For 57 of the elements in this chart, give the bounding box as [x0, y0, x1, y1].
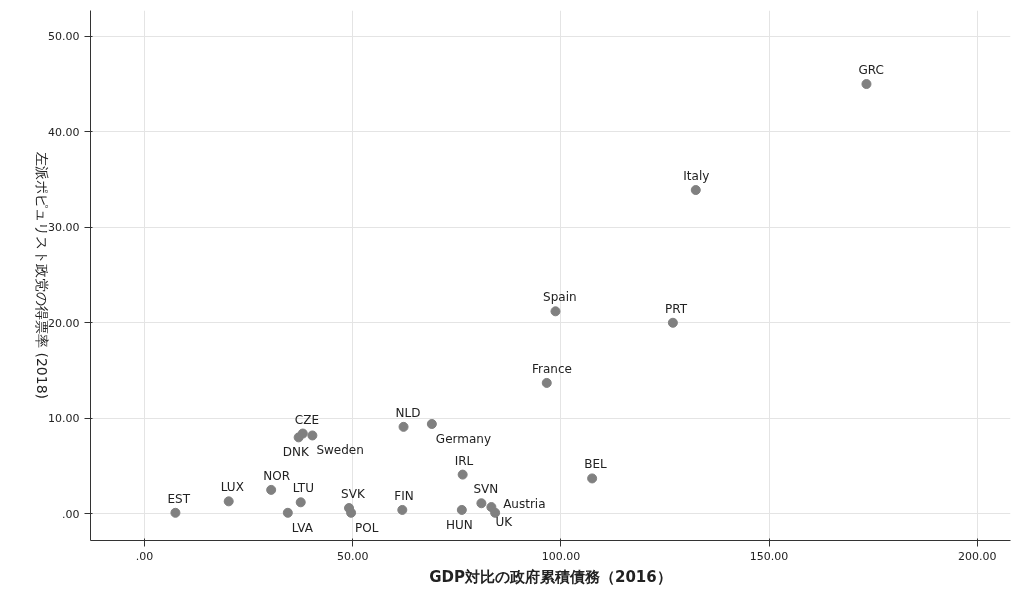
- y-tick-label: 20.00: [48, 316, 80, 330]
- series-label: LTU: [292, 481, 314, 496]
- point: [457, 469, 468, 480]
- y-tick-label: 50.00: [48, 30, 80, 44]
- x-tick-label: 200.00: [957, 549, 997, 563]
- y-tick-label: 40.00: [48, 125, 80, 139]
- point: [541, 377, 552, 388]
- point: [398, 421, 409, 432]
- series-label: Spain: [543, 290, 577, 305]
- series-label: SVK: [341, 487, 366, 502]
- point: [587, 473, 598, 484]
- x-tick-label: 100.00: [541, 549, 581, 563]
- series-label: Austria: [503, 496, 546, 511]
- series-label: Germany: [435, 432, 492, 446]
- series-label: NLD: [395, 405, 421, 420]
- x-tick-label: 150.00: [749, 549, 789, 563]
- series-label: Sweden: [316, 443, 364, 458]
- series-label: GRC: [858, 63, 884, 78]
- y-tick-label: .00: [62, 507, 80, 521]
- point: [490, 507, 501, 518]
- point: [861, 79, 872, 90]
- series-label: Italy: [683, 169, 710, 184]
- series-label: France: [532, 361, 572, 376]
- point: [307, 430, 318, 441]
- x-tick-label: 50.00: [337, 549, 369, 563]
- y-tick-label: 10.00: [48, 412, 80, 426]
- point: [476, 498, 487, 509]
- point: [297, 428, 308, 439]
- point: [690, 185, 701, 196]
- point: [282, 507, 293, 518]
- point: [456, 504, 467, 515]
- series-label: UK: [495, 515, 514, 530]
- series-label: LVA: [291, 520, 314, 535]
- series-label: PRT: [664, 301, 688, 316]
- point: [426, 419, 437, 429]
- series-label: HUN: [445, 517, 473, 532]
- series-label: IRL: [454, 453, 474, 468]
- x-axis-title: GDP対比の政府累積債務（2016）: [429, 567, 672, 586]
- series-label: LUX: [220, 480, 244, 495]
- series-label: DNK: [282, 445, 310, 460]
- series-label: FIN: [394, 488, 414, 503]
- series-label: CZE: [294, 412, 320, 427]
- series-label: EST: [167, 491, 191, 506]
- series-label: NOR: [263, 468, 290, 483]
- point: [223, 496, 234, 507]
- series-label: BEL: [584, 457, 607, 472]
- point: [550, 306, 561, 317]
- series-label: POL: [355, 520, 379, 535]
- point: [170, 507, 181, 518]
- point: [397, 504, 408, 515]
- y-tick-label: 30.00: [48, 221, 80, 235]
- series-label: SVN: [473, 482, 499, 497]
- y-axis-title: 左派ポピュリスト政党の得票率 (2018): [33, 152, 50, 400]
- point: [266, 484, 277, 495]
- point: [295, 497, 306, 508]
- x-tick-label: .00: [135, 549, 154, 563]
- point: [667, 317, 678, 328]
